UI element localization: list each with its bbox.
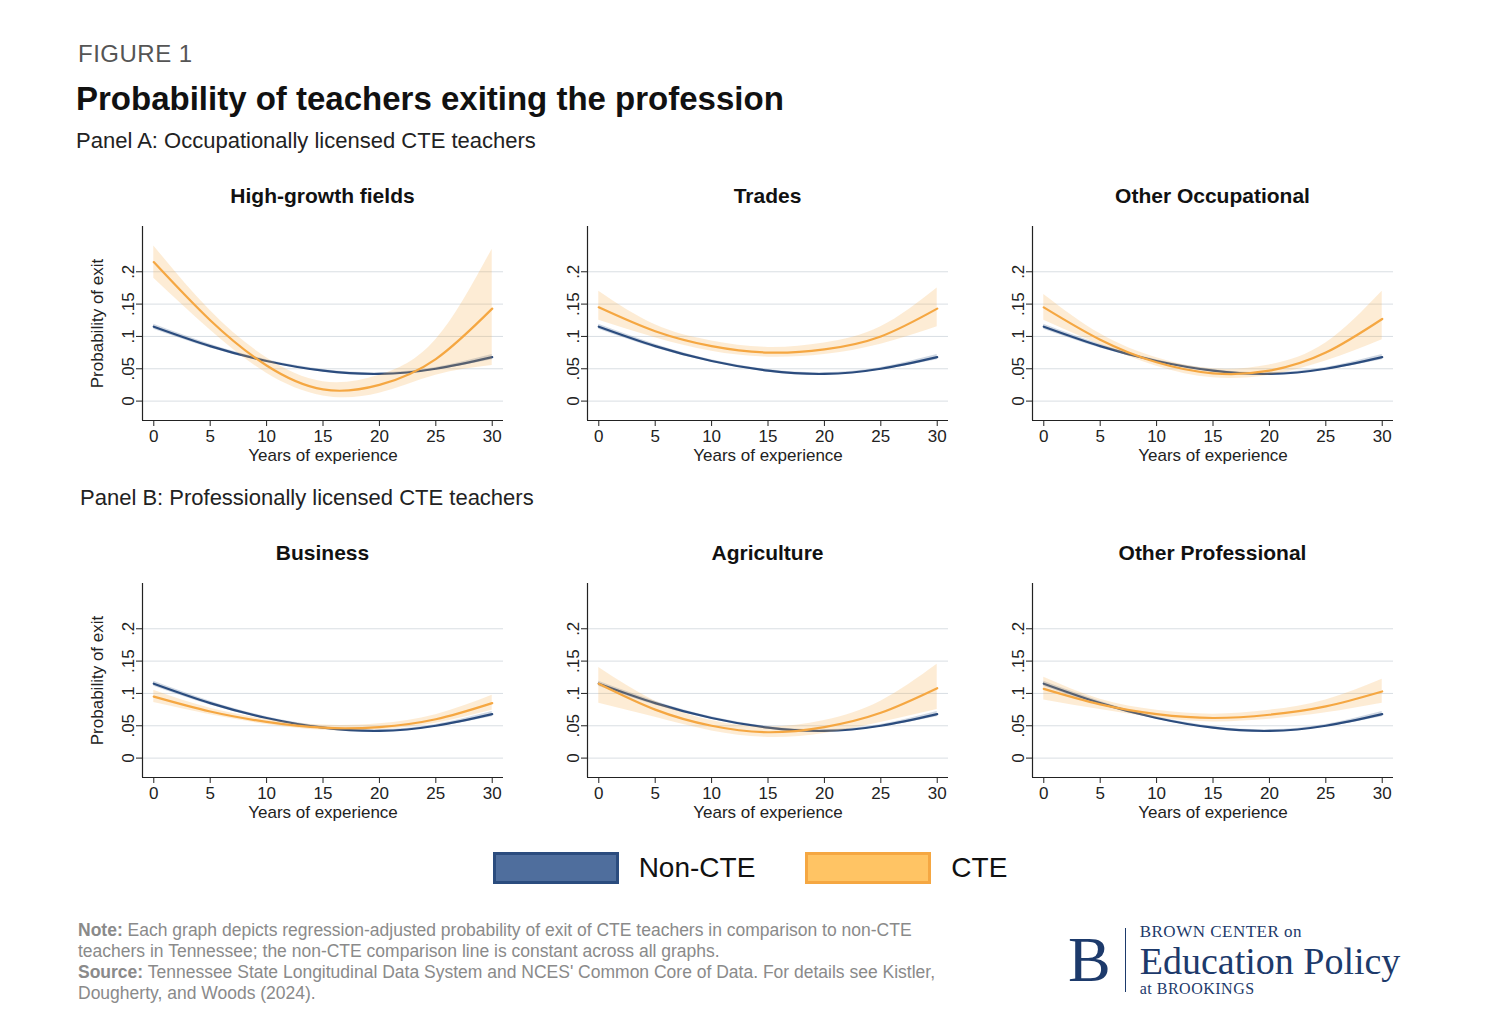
svg-text:5: 5 (205, 784, 214, 803)
svg-text:0: 0 (594, 427, 603, 446)
svg-text:.05: .05 (119, 714, 138, 738)
svg-text:Years of experience: Years of experience (693, 446, 843, 465)
html-text:Note: Each graph depicts regre: Note: Each graph depicts regression-adju… (78, 920, 912, 961)
svg-text:10: 10 (702, 784, 721, 803)
svg-text:25: 25 (1316, 427, 1335, 446)
svg-text:15: 15 (314, 784, 333, 803)
svg-text:.15: .15 (1009, 649, 1028, 673)
svg-text:.1: .1 (1009, 686, 1028, 700)
html-text:FIGURE 1: FIGURE 1 (78, 40, 193, 67)
svg-text:15: 15 (1204, 427, 1223, 446)
svg-text:.2: .2 (1009, 265, 1028, 279)
html-text:Trades: Trades (733, 184, 802, 207)
svg-text:5: 5 (1095, 784, 1104, 803)
svg-text:30: 30 (928, 784, 947, 803)
svg-text:.1: .1 (119, 686, 138, 700)
svg-text:30: 30 (1373, 784, 1392, 803)
svg-text:0: 0 (119, 753, 138, 762)
svg-text:.05: .05 (1009, 714, 1028, 738)
html-text:Panel B: Professionally licens: Panel B: Professionally licensed CTE tea… (80, 485, 534, 510)
html-text:Other Professional: Other Professional (1118, 541, 1307, 564)
html-text:B: B (1068, 924, 1111, 995)
svg-text:.1: .1 (119, 329, 138, 343)
svg-text:20: 20 (815, 784, 834, 803)
svg-text:30: 30 (483, 427, 502, 446)
svg-text:20: 20 (815, 427, 834, 446)
html-text:Other Occupational: Other Occupational (1115, 184, 1310, 207)
svg-text:20: 20 (370, 427, 389, 446)
svg-text:15: 15 (759, 427, 778, 446)
svg-text:25: 25 (1316, 784, 1335, 803)
svg-text:.1: .1 (564, 686, 583, 700)
svg-text:Years of experience: Years of experience (693, 803, 843, 822)
html-text:Source: Tennessee State Longit: Source: Tennessee State Longitudinal Dat… (78, 962, 936, 1003)
svg-text:15: 15 (759, 784, 778, 803)
svg-text:0: 0 (1009, 753, 1028, 762)
svg-text:0: 0 (564, 753, 583, 762)
svg-text:10: 10 (257, 427, 276, 446)
svg-text:.15: .15 (1009, 292, 1028, 316)
svg-text:5: 5 (205, 427, 214, 446)
svg-text:.2: .2 (564, 265, 583, 279)
svg-text:10: 10 (1147, 427, 1166, 446)
svg-text:10: 10 (1147, 784, 1166, 803)
svg-text:.05: .05 (119, 357, 138, 381)
html-text:CTE: CTE (951, 852, 1008, 883)
svg-text:Years of experience: Years of experience (248, 803, 398, 822)
svg-text:0: 0 (594, 784, 603, 803)
svg-text:.05: .05 (564, 357, 583, 381)
svg-text:15: 15 (1204, 784, 1223, 803)
svg-text:0: 0 (149, 784, 158, 803)
html-text:BROWN CENTER on: BROWN CENTER on (1139, 922, 1303, 941)
html-text:Probability of teachers exitin: Probability of teachers exiting the prof… (76, 80, 784, 117)
svg-text:20: 20 (1260, 784, 1279, 803)
svg-text:0: 0 (149, 427, 158, 446)
svg-text:.2: .2 (1009, 622, 1028, 636)
svg-text:Years of experience: Years of experience (248, 446, 398, 465)
html-text:Non-CTE: Non-CTE (638, 852, 756, 883)
svg-text:.15: .15 (564, 649, 583, 673)
svg-text:.1: .1 (564, 329, 583, 343)
svg-text:30: 30 (928, 427, 947, 446)
svg-text:25: 25 (426, 427, 445, 446)
svg-text:25: 25 (426, 784, 445, 803)
svg-text:.15: .15 (119, 649, 138, 673)
svg-text:5: 5 (1095, 427, 1104, 446)
html-text:Agriculture: Agriculture (711, 541, 824, 564)
svg-text:.1: .1 (1009, 329, 1028, 343)
svg-text:10: 10 (257, 784, 276, 803)
svg-text:10: 10 (702, 427, 721, 446)
svg-text:25: 25 (871, 784, 890, 803)
svg-text:.2: .2 (119, 265, 138, 279)
svg-text:5: 5 (650, 784, 659, 803)
html-text:Business: Business (275, 541, 370, 564)
svg-text:Years of experience: Years of experience (1138, 803, 1288, 822)
svg-text:.2: .2 (119, 622, 138, 636)
html-text:Panel A: Occupationally licens: Panel A: Occupationally licensed CTE tea… (76, 128, 536, 153)
svg-text:Years of experience: Years of experience (1138, 446, 1288, 465)
svg-text:.2: .2 (564, 622, 583, 636)
svg-text:20: 20 (1260, 427, 1279, 446)
html-text:Education Policy: Education Policy (1139, 940, 1401, 982)
svg-text:0: 0 (564, 396, 583, 405)
svg-text:Probability of exit: Probability of exit (88, 258, 107, 388)
html-text:High-growth fields: High-growth fields (230, 184, 415, 207)
svg-text:0: 0 (1039, 427, 1048, 446)
svg-text:0: 0 (1009, 396, 1028, 405)
svg-text:Probability of exit: Probability of exit (88, 615, 107, 745)
html-text:at BROOKINGS: at BROOKINGS (1139, 980, 1255, 997)
svg-text:.05: .05 (564, 714, 583, 738)
svg-text:.15: .15 (119, 292, 138, 316)
svg-text:5: 5 (650, 427, 659, 446)
svg-text:30: 30 (483, 784, 502, 803)
svg-text:15: 15 (314, 427, 333, 446)
svg-text:0: 0 (119, 396, 138, 405)
svg-text:25: 25 (871, 427, 890, 446)
svg-text:20: 20 (370, 784, 389, 803)
svg-text:30: 30 (1373, 427, 1392, 446)
svg-text:.05: .05 (1009, 357, 1028, 381)
svg-text:0: 0 (1039, 784, 1048, 803)
svg-text:.15: .15 (564, 292, 583, 316)
